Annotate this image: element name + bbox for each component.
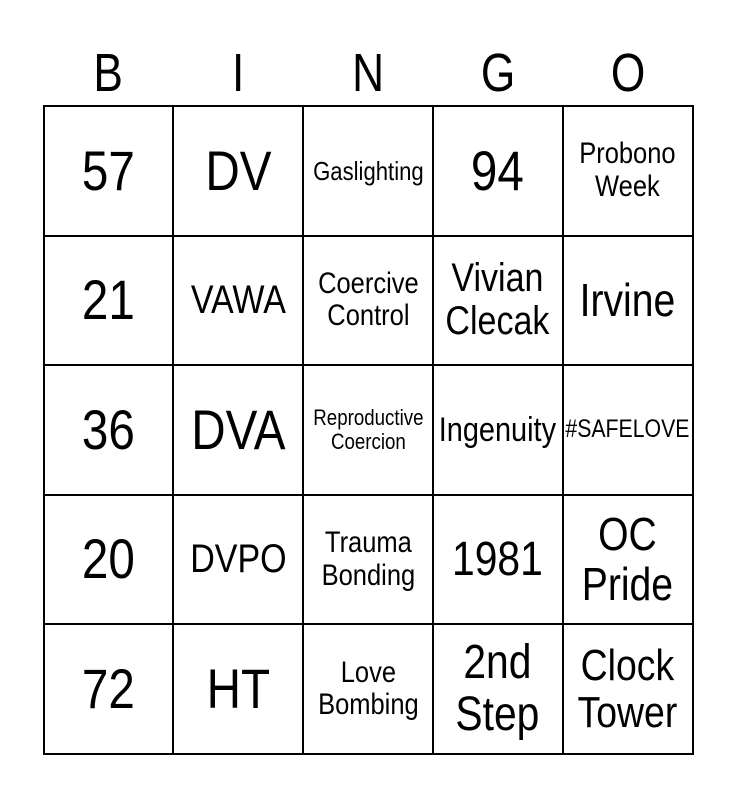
cell-text: Clock Tower	[577, 640, 678, 738]
bingo-cell-r1c3[interactable]: Gaslighting	[304, 107, 432, 235]
cell-text: Reproductive Coercion	[312, 405, 424, 454]
cell-text: OC Pride	[581, 507, 674, 610]
bingo-cell-r1c4[interactable]: 94	[433, 107, 562, 235]
bingo-cell-r2c1[interactable]: 21	[44, 236, 173, 365]
bingo-cell-r1c5[interactable]: Probono Week	[563, 107, 692, 235]
cell-text: DV	[205, 138, 272, 202]
header-letter-i: I	[231, 43, 244, 103]
cell-text: 36	[81, 397, 135, 461]
bingo-cell-r4c5[interactable]: OC Pride	[563, 495, 692, 624]
header-letter-g: G	[480, 43, 516, 103]
cell-text: VAWA	[190, 277, 286, 322]
bingo-cell-r3c5[interactable]: #SAFELOVE	[563, 366, 692, 494]
header-letter-n: N	[351, 43, 384, 103]
bingo-cell-r1c1[interactable]: 57	[44, 107, 173, 235]
bingo-cell-r5c5[interactable]: Clock Tower	[563, 625, 692, 753]
cell-text: Love Bombing	[317, 655, 419, 722]
bingo-cell-r4c3[interactable]: Trauma Bonding	[304, 495, 432, 624]
bingo-cell-r1c2[interactable]: DV	[174, 107, 303, 235]
header-letter-o: O	[611, 43, 646, 103]
cell-text: 72	[81, 656, 135, 720]
cell-text: Ingenuity	[439, 410, 557, 449]
cell-text: 2nd Step	[455, 636, 540, 742]
bingo-header: B I N G O	[43, 42, 694, 104]
bingo-cell-r2c4[interactable]: Vivian Clecak	[433, 236, 562, 365]
bingo-cell-r3c2[interactable]: DVA	[174, 366, 303, 494]
cell-text: 20	[81, 527, 135, 591]
cell-text: Probono Week	[579, 137, 676, 203]
cell-text: Irvine	[579, 273, 676, 326]
cell-text: 1981	[452, 532, 544, 586]
cell-text: DVA	[191, 397, 286, 461]
bingo-cell-r2c3[interactable]: Coercive Control	[304, 236, 432, 365]
bingo-cell-r5c2[interactable]: HT	[174, 625, 303, 753]
cell-text: DVPO	[190, 537, 287, 581]
bingo-cell-r4c2[interactable]: DVPO	[174, 495, 303, 624]
cell-text: 57	[81, 138, 135, 202]
bingo-cell-r4c1[interactable]: 20	[44, 495, 173, 624]
bingo-cell-r5c3[interactable]: Love Bombing	[304, 625, 432, 753]
cell-text: Coercive Control	[317, 267, 419, 333]
bingo-cell-r3c1[interactable]: 36	[44, 366, 173, 494]
bingo-cell-r2c5[interactable]: Irvine	[563, 236, 692, 365]
cell-text: HT	[206, 656, 270, 720]
bingo-card-page: B I N G O 57 DV Gaslighting 94 Probono W…	[0, 42, 736, 800]
cell-text: 21	[81, 268, 135, 332]
cell-text: Vivian Clecak	[445, 256, 550, 344]
bingo-cell-r3c4[interactable]: Ingenuity	[433, 366, 562, 494]
bingo-cell-r3c3[interactable]: Reproductive Coercion	[304, 366, 432, 494]
bingo-grid: 57 DV Gaslighting 94 Probono Week 21 VAW…	[42, 105, 694, 755]
cell-text: #SAFELOVE	[565, 415, 690, 444]
bingo-cell-r5c4[interactable]: 2nd Step	[433, 625, 562, 753]
bingo-cell-r5c1[interactable]: 72	[44, 625, 173, 753]
cell-text: Trauma Bonding	[321, 526, 415, 592]
cell-text: Gaslighting	[312, 155, 424, 186]
bingo-card: B I N G O 57 DV Gaslighting 94 Probono W…	[42, 42, 694, 755]
bingo-cell-r2c2[interactable]: VAWA	[174, 236, 303, 365]
bingo-cell-r4c4[interactable]: 1981	[433, 495, 562, 624]
cell-text: 94	[471, 138, 525, 202]
header-letter-b: B	[92, 43, 123, 103]
